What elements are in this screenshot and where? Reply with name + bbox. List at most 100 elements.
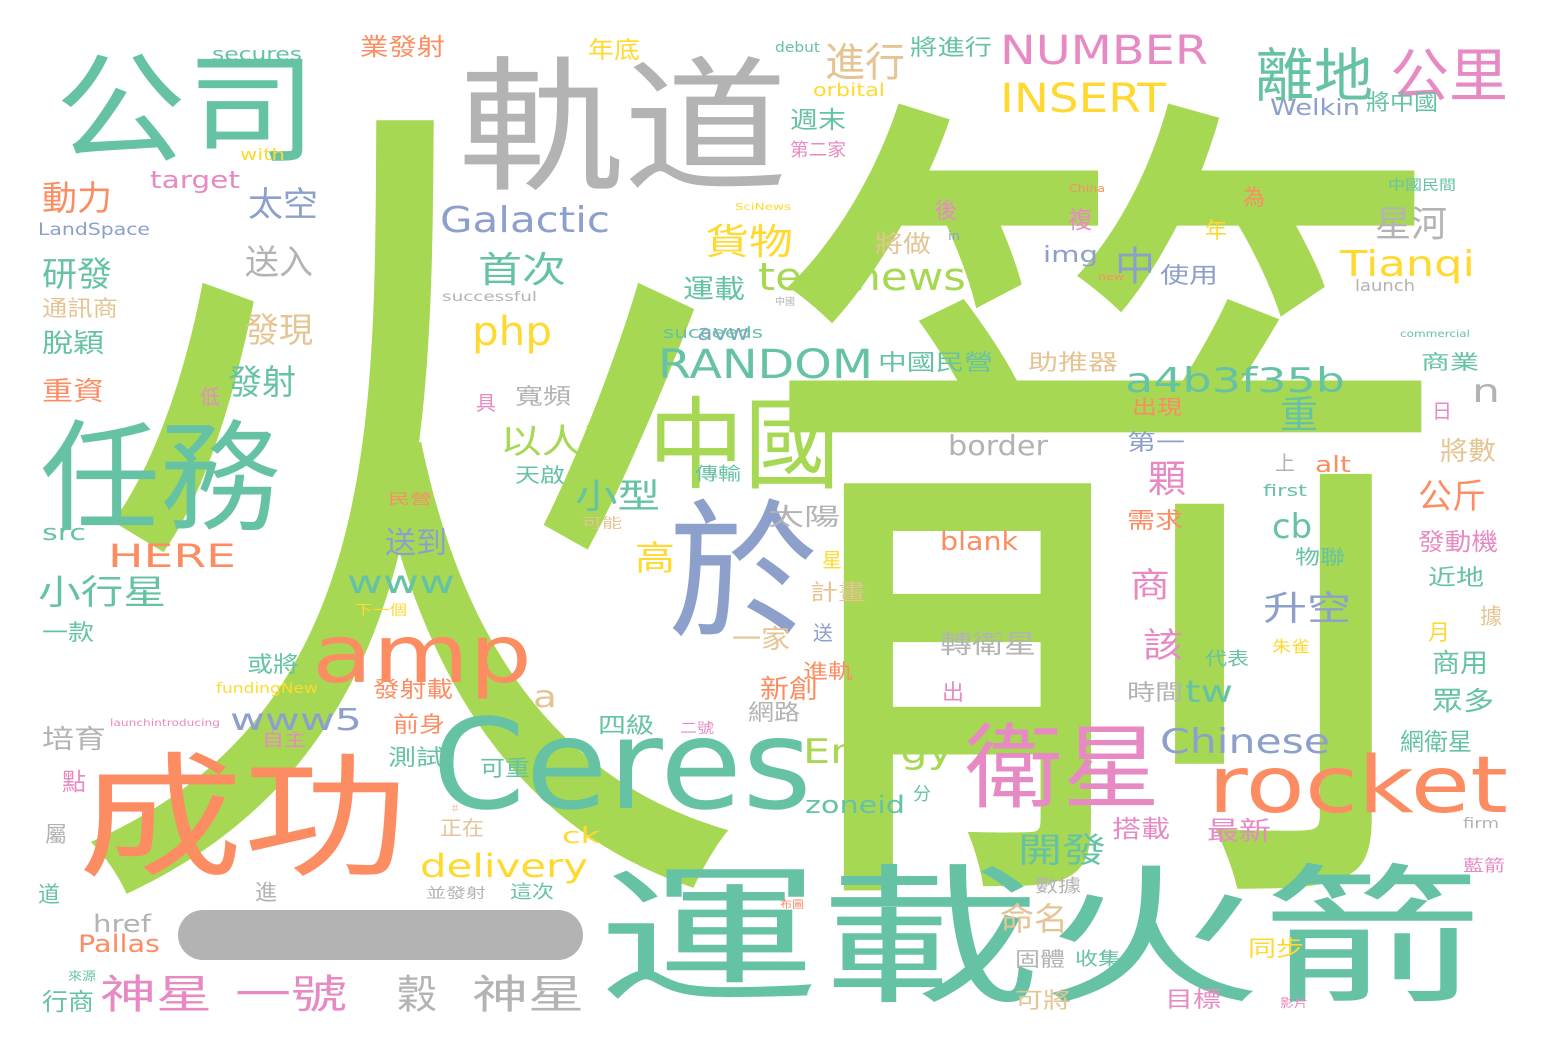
- word-cjk-77: 培育: [42, 725, 106, 755]
- word-cjk-8: 中國: [648, 387, 840, 504]
- word-cjk-68: 商用: [1432, 649, 1488, 679]
- word-cjk-78: 行商: [42, 988, 94, 1016]
- word-amp-9: amp: [312, 608, 532, 701]
- word-cjk-147: 四級: [598, 714, 654, 739]
- word-cjk-121: 上: [1275, 451, 1295, 475]
- word-cjk-56: 神星: [100, 972, 212, 1018]
- word-cjk-162: 固體: [1015, 947, 1065, 971]
- word-launchintroducing-149: launchintroducing: [110, 718, 220, 729]
- word-insert-15: INSERT: [1000, 76, 1167, 122]
- word-cjk-131: 星: [822, 548, 842, 572]
- word-href-75: href: [93, 910, 152, 938]
- word-cjk-92: 將進行: [910, 36, 992, 61]
- word-cjk-53: 開發: [1018, 831, 1106, 871]
- word-cjk-98: 後: [935, 199, 957, 224]
- word-chinese-51: Chinese: [1160, 722, 1330, 762]
- word-cjk-73: 脫穎: [42, 329, 104, 359]
- word-border-60: border: [948, 429, 1049, 462]
- word-cjk-128: 需求: [1127, 509, 1183, 534]
- word-cjk-152: 可重: [480, 757, 530, 782]
- word-cjk-62: 轉衛星: [940, 630, 1036, 660]
- word-here-40: HERE: [108, 537, 236, 575]
- word-technews-18: technews: [758, 255, 966, 299]
- word-cjk-133: 下一個: [355, 603, 407, 619]
- word-cjk-148: 二號: [680, 721, 714, 737]
- word-cjk-114: 寬頻: [515, 385, 571, 410]
- word-cjk-150: 自主: [262, 730, 306, 751]
- word-cjk-165: 可將: [1015, 989, 1071, 1014]
- word-src-79: src: [42, 521, 86, 546]
- word-succeeds-110: succeeds: [663, 323, 763, 342]
- word-cjk-134: 送: [813, 621, 833, 645]
- word-energy-52: Energy: [803, 732, 953, 772]
- word-cjk-80: 一款: [42, 621, 94, 646]
- word-cjk-123: 傳輸: [695, 464, 741, 485]
- word-cjk-139: 進軌: [803, 659, 853, 683]
- word-cjk-30: 送入: [245, 243, 313, 283]
- word-cjk-97: 第二家: [790, 140, 846, 161]
- word-cjk-143: 發射載: [373, 678, 453, 703]
- word-cjk-10: 衛星: [965, 715, 1160, 822]
- word-cjk-63: 新創: [760, 675, 818, 705]
- word-cjk-81: 點: [62, 768, 86, 796]
- word-cjk-96: 週末: [790, 106, 846, 134]
- word-cjk-175: 布圖: [780, 899, 804, 911]
- word-cjk-44: 送到: [385, 526, 447, 561]
- word-secures-88: secures: [212, 44, 302, 65]
- word-cjk-137: 朱雀: [1272, 637, 1310, 656]
- word-launch-106: launch: [1355, 276, 1415, 295]
- word-cjk-160: 這次: [510, 882, 554, 903]
- word-cjk-13: 公里: [1390, 42, 1508, 110]
- word-china-169: China: [1069, 182, 1105, 195]
- word-cjk-135: 據: [1480, 605, 1502, 630]
- word-cjk-84: 進: [255, 881, 277, 906]
- word-cjk-33: 以人類: [500, 422, 625, 462]
- word-galactic-17: Galactic: [440, 200, 610, 241]
- word-rocket-11: rocket: [1208, 741, 1508, 831]
- word-cjk-31: 發現: [245, 311, 313, 351]
- word-cjk-1: 軌道: [458, 44, 788, 213]
- word-cjk-5: 運載火箭: [598, 852, 1483, 1026]
- word-cjk-46: 升空: [1263, 589, 1351, 629]
- word-cjk-159: 並發射: [426, 886, 486, 902]
- word-cjk-58: 穀: [397, 972, 437, 1018]
- word-cjk-107: 運載: [683, 275, 745, 305]
- word-cjk-35: 重: [1280, 393, 1318, 437]
- word-cjk-119: 第一: [1127, 431, 1185, 456]
- word-with-87: with: [240, 145, 285, 164]
- word-a-49: a: [533, 680, 557, 715]
- word-firm-157: firm: [1463, 816, 1499, 832]
- word-cjk-101: 年: [1205, 219, 1227, 244]
- word-cjk-0: 火箭: [55, 37, 1455, 1026]
- word-cjk-47: 該: [1143, 626, 1183, 666]
- word-cjk-151: 測試: [388, 746, 444, 771]
- word-cjk-156: 搭載: [1112, 815, 1170, 843]
- word-cjk-154: 正在: [440, 816, 484, 840]
- word-cjk-127: 太陽: [768, 503, 840, 531]
- word-cjk-55: 命名: [1000, 900, 1068, 938]
- word-a4b3f35b-20: a4b3f35b: [1125, 361, 1345, 401]
- word-first-124: first: [1263, 481, 1307, 500]
- word-tianqi-22: Tianqi: [1339, 244, 1475, 285]
- word-cjk-23: 星河: [1375, 204, 1447, 245]
- word-cjk-64: 一家: [732, 625, 790, 655]
- word-cjk-45: 商: [1130, 566, 1170, 606]
- word-cjk-4: 成功: [78, 740, 408, 897]
- word-cjk-89: 業發射: [360, 33, 445, 61]
- word-cjk-176: ＃: [450, 803, 460, 815]
- word-scinews-170: SciNews: [735, 202, 791, 213]
- word-fundingnew-144: fundingNew: [216, 681, 318, 697]
- word-random-19: RANDOM: [658, 342, 873, 388]
- word-cjk-34: 小型: [575, 477, 660, 517]
- word-cjk-26: 中: [1115, 244, 1155, 290]
- word-cjk-112: 助推器: [1028, 351, 1118, 376]
- word-delivery-54: delivery: [420, 847, 588, 885]
- word-cjk-57: 一號: [235, 972, 347, 1018]
- word-cjk-27: 太空: [248, 185, 318, 225]
- word-ceres-6: Ceres: [432, 693, 812, 838]
- word-cjk-29: 研發: [42, 255, 112, 295]
- word-cjk-126: 可能: [582, 516, 622, 532]
